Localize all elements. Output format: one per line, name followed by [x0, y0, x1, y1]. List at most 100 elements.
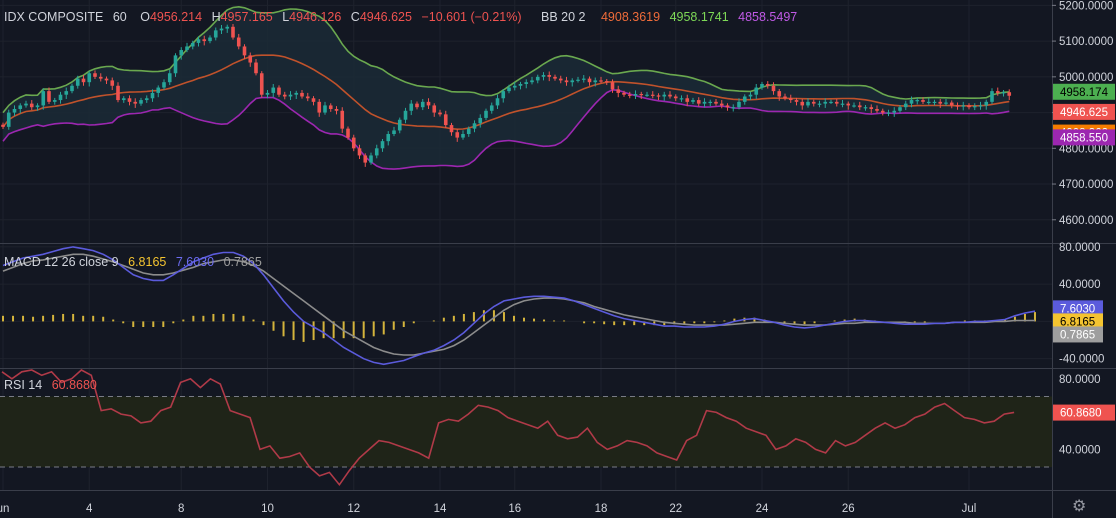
candle[interactable] [944, 102, 948, 104]
candle[interactable] [967, 105, 971, 108]
candle[interactable] [455, 132, 460, 138]
candle[interactable] [317, 101, 322, 113]
candle[interactable] [817, 103, 822, 105]
candle[interactable] [501, 91, 506, 99]
candle[interactable] [823, 101, 828, 104]
candle[interactable] [219, 28, 224, 31]
candle[interactable] [438, 112, 442, 115]
candle[interactable] [719, 103, 724, 106]
candle[interactable] [616, 89, 621, 93]
candle[interactable] [834, 101, 839, 104]
rsi-indicator-label[interactable]: RSI 14 [4, 378, 43, 392]
candle[interactable] [409, 103, 414, 111]
candle[interactable] [415, 103, 419, 108]
candle[interactable] [886, 112, 891, 114]
candle[interactable] [340, 110, 345, 129]
candle[interactable] [880, 110, 885, 113]
candle[interactable] [553, 76, 557, 79]
candle[interactable] [875, 108, 879, 111]
candle[interactable] [570, 80, 575, 83]
candle[interactable] [357, 148, 362, 156]
candle[interactable] [420, 101, 425, 108]
candle[interactable] [691, 100, 695, 102]
candle[interactable] [93, 73, 97, 77]
candle[interactable] [811, 101, 816, 104]
bb-basis-line[interactable] [2, 54, 1010, 131]
candle[interactable] [6, 112, 11, 127]
candle[interactable] [909, 100, 914, 104]
candle[interactable] [668, 94, 672, 97]
candle[interactable] [426, 101, 431, 106]
candle[interactable] [121, 98, 126, 101]
candle[interactable] [547, 75, 552, 77]
candle[interactable] [127, 98, 132, 102]
candle[interactable] [955, 105, 960, 107]
candle[interactable] [495, 98, 500, 106]
candle[interactable] [725, 105, 730, 108]
candle[interactable] [679, 98, 684, 100]
candle[interactable] [392, 130, 396, 135]
macd-pane[interactable] [2, 246, 1036, 366]
candle[interactable] [202, 39, 207, 42]
candle[interactable] [829, 101, 833, 104]
candle[interactable] [788, 98, 793, 101]
candle[interactable] [558, 78, 563, 81]
candle[interactable] [432, 105, 437, 113]
candle[interactable] [449, 125, 454, 133]
candle[interactable] [466, 128, 471, 135]
candle[interactable] [461, 134, 465, 138]
candle[interactable] [139, 100, 143, 104]
candle[interactable] [443, 114, 448, 126]
candle[interactable] [852, 105, 856, 107]
candle[interactable] [150, 92, 155, 99]
candle[interactable] [323, 105, 327, 113]
settings-gear-icon[interactable]: ⚙ [1072, 498, 1087, 515]
candle[interactable] [300, 92, 304, 97]
candle[interactable] [932, 101, 937, 104]
candle[interactable] [70, 85, 74, 92]
candle[interactable] [633, 93, 638, 96]
bb-upper-line[interactable] [2, 5, 1010, 114]
candlestick-series[interactable] [1, 23, 1012, 167]
candle[interactable] [645, 94, 649, 96]
candle[interactable] [518, 83, 523, 86]
candle[interactable] [282, 94, 287, 97]
candle[interactable] [984, 101, 989, 106]
candle[interactable] [24, 103, 28, 106]
candle[interactable] [397, 119, 402, 131]
candle[interactable] [173, 55, 178, 74]
candle[interactable] [846, 103, 851, 106]
candle[interactable] [972, 106, 977, 108]
candle[interactable] [524, 82, 529, 84]
candle[interactable] [673, 96, 678, 99]
candle[interactable] [489, 105, 494, 111]
candle[interactable] [277, 87, 281, 95]
candle[interactable] [622, 92, 626, 95]
candle[interactable] [294, 92, 299, 95]
candle[interactable] [1007, 92, 1012, 96]
candle[interactable] [760, 83, 764, 88]
candle[interactable] [863, 107, 868, 109]
candle[interactable] [41, 91, 46, 106]
candle[interactable] [271, 87, 276, 93]
candle[interactable] [328, 105, 333, 109]
candle[interactable] [185, 46, 189, 51]
candle[interactable] [857, 105, 862, 108]
candle[interactable] [512, 85, 517, 88]
candle[interactable] [1, 124, 5, 127]
candle[interactable] [765, 83, 770, 86]
candle[interactable] [777, 91, 782, 97]
macd-line[interactable] [2, 246, 1036, 366]
candle[interactable] [806, 101, 810, 106]
candle[interactable] [1001, 92, 1006, 94]
candle[interactable] [990, 91, 994, 102]
bb-lower-line[interactable] [2, 88, 1010, 170]
candle[interactable] [731, 107, 736, 109]
candle[interactable] [87, 73, 92, 83]
candle[interactable] [708, 101, 713, 104]
candle[interactable] [403, 110, 408, 120]
interval-label[interactable]: 60 [112, 10, 127, 24]
candle[interactable] [599, 80, 603, 82]
candle[interactable] [800, 101, 805, 106]
